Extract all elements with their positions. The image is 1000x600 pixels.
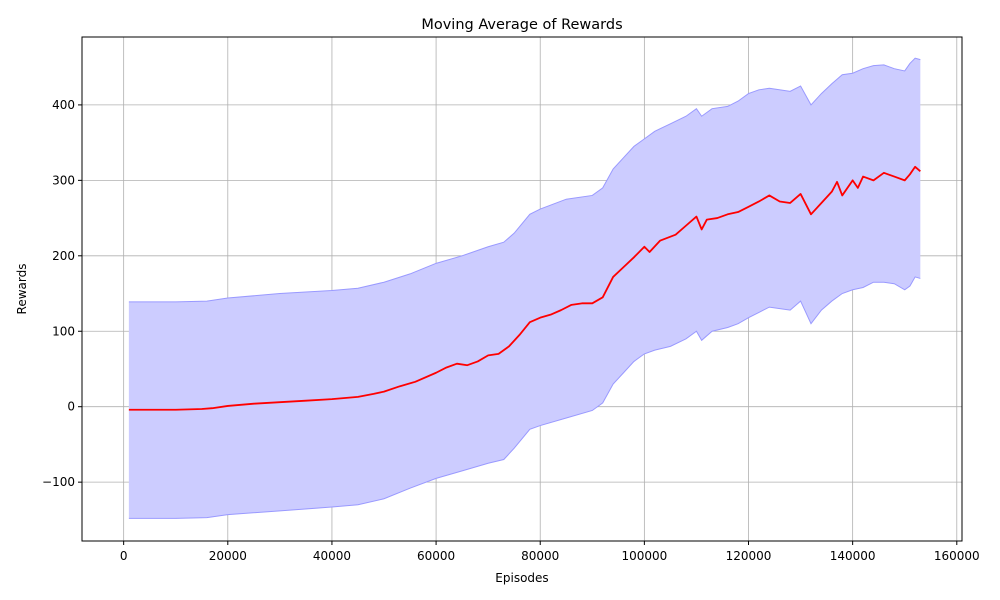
x-tick-label-6: 120000 [726,549,772,563]
moving-average-line [128,165,921,411]
y-tick-label-2: 100 [52,324,75,338]
y-tick-label-1: 0 [67,400,75,414]
x-tick-label-5: 100000 [621,549,667,563]
reward-band [128,58,921,519]
y-tick-label-3: 200 [52,249,75,263]
x-tick-label-0: 0 [120,549,128,563]
plot-frame [81,36,963,542]
x-tick-label-2: 40000 [313,549,351,563]
reward-band-upper-edge [128,57,921,303]
x-tick-label-1: 20000 [209,549,247,563]
y-tick-label-5: 400 [52,98,75,112]
x-tick-label-8: 160000 [934,549,980,563]
x-tick-label-3: 60000 [417,549,455,563]
x-axis-title: Episodes [495,571,548,585]
y-tick-label-4: 300 [52,173,75,187]
reward-band-lower-edge [128,276,921,519]
x-tick-label-4: 80000 [521,549,559,563]
chart-title: Moving Average of Rewards [421,17,622,33]
x-tick-label-7: 140000 [830,549,876,563]
y-axis: −100 0 100 200 300 400 [42,98,82,489]
x-axis: 0 20000 40000 60000 80000 100000 120000 140000 1… [120,541,980,563]
y-axis-title: Rewards [15,264,29,315]
y-tick-label-0: −100 [42,475,75,489]
